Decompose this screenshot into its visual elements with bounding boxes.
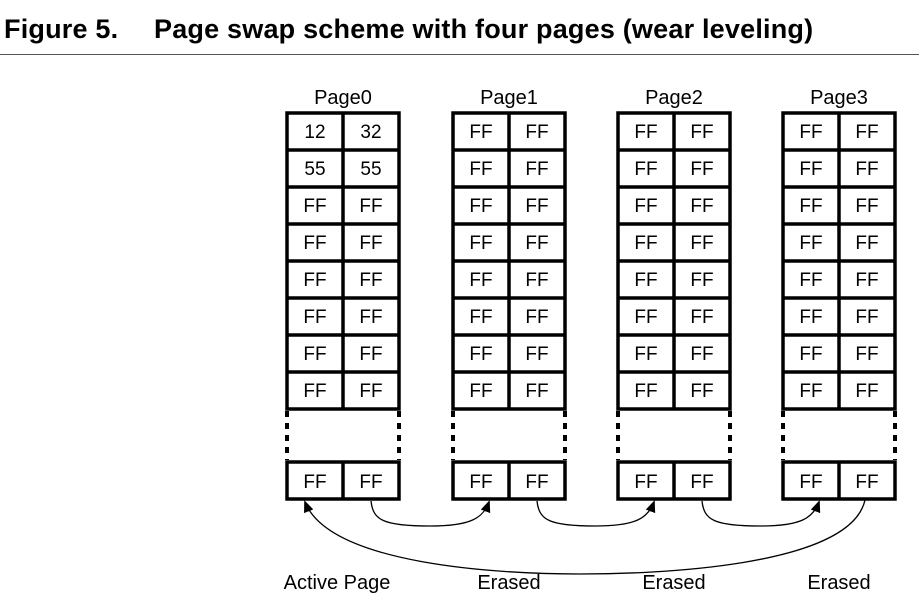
title-rule xyxy=(0,54,919,55)
figure-title-text: Page swap scheme with four pages (wear l… xyxy=(154,14,814,44)
cell-value: FF xyxy=(855,270,878,291)
cell-value: FF xyxy=(690,307,713,328)
arrows-layer xyxy=(304,499,866,575)
cell-value: FF xyxy=(799,122,822,143)
cell-value: 55 xyxy=(304,159,325,180)
cell-value: FF xyxy=(634,196,657,217)
figure-title: Figure 5. Page swap scheme with four page… xyxy=(4,14,813,45)
cell-value: FF xyxy=(359,196,382,217)
cell-value: FF xyxy=(359,381,382,402)
cell-value: FF xyxy=(469,472,492,493)
page-status-label: Erased xyxy=(807,572,870,594)
pages-layer: Page0 12 32 55 55 FF FF FF FF FF FF FF FF FF FF FF FF FF F… xyxy=(284,87,897,594)
cell-value: FF xyxy=(525,270,548,291)
cell-value: FF xyxy=(469,159,492,180)
cell-value: FF xyxy=(855,307,878,328)
cell-value: FF xyxy=(359,344,382,365)
cell-value: FF xyxy=(690,381,713,402)
cell-value: FF xyxy=(690,122,713,143)
cell-value: FF xyxy=(855,196,878,217)
cell-value: FF xyxy=(855,122,878,143)
page-column: Page2 FF FF FF FF FF FF FF FF FF FF FF FF FF FF FF FF FF F… xyxy=(616,87,732,594)
cell-value: FF xyxy=(359,472,382,493)
cell-value: FF xyxy=(855,472,878,493)
cell-value: FF xyxy=(303,344,326,365)
cell-value: FF xyxy=(799,270,822,291)
cell-value: 55 xyxy=(360,159,381,180)
cell-value: FF xyxy=(359,233,382,254)
cell-value: 12 xyxy=(304,122,325,143)
cell-value: FF xyxy=(690,233,713,254)
cell-value: FF xyxy=(359,270,382,291)
cell-value: FF xyxy=(303,270,326,291)
cell-value: FF xyxy=(690,344,713,365)
cell-value: FF xyxy=(634,122,657,143)
page-label: Page3 xyxy=(810,87,868,109)
cell-value: FF xyxy=(525,307,548,328)
cell-value: FF xyxy=(469,122,492,143)
cell-value: FF xyxy=(855,159,878,180)
cell-value: FF xyxy=(469,344,492,365)
swap-arrow xyxy=(536,500,656,527)
cell-value: FF xyxy=(634,270,657,291)
cell-value: FF xyxy=(303,196,326,217)
cell-value: FF xyxy=(690,159,713,180)
cell-value: FF xyxy=(634,307,657,328)
page-column: Page3 FF FF FF FF FF FF FF FF FF FF FF FF FF FF FF FF FF F… xyxy=(781,87,897,594)
cell-value: FF xyxy=(634,381,657,402)
cell-value: FF xyxy=(525,196,548,217)
cell-value: FF xyxy=(799,344,822,365)
cell-value: FF xyxy=(525,472,548,493)
page-label: Page1 xyxy=(480,87,538,109)
cell-value: FF xyxy=(303,381,326,402)
page-column: Page1 FF FF FF FF FF FF FF FF FF FF FF FF FF FF FF FF FF F… xyxy=(451,87,567,594)
cell-value: FF xyxy=(799,381,822,402)
cell-value: FF xyxy=(525,159,548,180)
cell-value: FF xyxy=(469,307,492,328)
cell-value: FF xyxy=(469,381,492,402)
cell-value: FF xyxy=(525,344,548,365)
page-status-label: Erased xyxy=(477,572,540,594)
cell-value: FF xyxy=(525,381,548,402)
cell-value: FF xyxy=(359,307,382,328)
cell-value: 32 xyxy=(360,122,381,143)
cell-value: FF xyxy=(855,344,878,365)
cell-value: FF xyxy=(855,233,878,254)
cell-value: FF xyxy=(799,307,822,328)
cell-value: FF xyxy=(303,307,326,328)
page-column: Page0 12 32 55 55 FF FF FF FF FF FF FF FF FF FF FF FF FF F… xyxy=(284,87,401,594)
cell-value: FF xyxy=(690,472,713,493)
cell-value: FF xyxy=(634,159,657,180)
cell-value: FF xyxy=(799,159,822,180)
page-status-label: Erased xyxy=(642,572,705,594)
swap-arrow xyxy=(370,500,491,527)
cell-value: FF xyxy=(525,122,548,143)
cell-value: FF xyxy=(690,270,713,291)
cell-value: FF xyxy=(469,270,492,291)
cell-value: FF xyxy=(690,196,713,217)
cell-value: FF xyxy=(469,196,492,217)
page-status-label: Active Page xyxy=(284,572,391,594)
cell-value: FF xyxy=(469,233,492,254)
return-arrow xyxy=(304,499,866,575)
cell-value: FF xyxy=(634,233,657,254)
swap-arrow xyxy=(701,500,821,527)
cell-value: FF xyxy=(799,472,822,493)
cell-value: FF xyxy=(799,233,822,254)
cell-value: FF xyxy=(303,233,326,254)
cell-value: FF xyxy=(634,344,657,365)
cell-value: FF xyxy=(634,472,657,493)
page-label: Page2 xyxy=(645,87,703,109)
cell-value: FF xyxy=(799,196,822,217)
cell-value: FF xyxy=(855,381,878,402)
page-label: Page0 xyxy=(314,87,372,109)
cell-value: FF xyxy=(525,233,548,254)
figure-number: Figure 5. xyxy=(4,14,119,44)
cell-value: FF xyxy=(303,472,326,493)
